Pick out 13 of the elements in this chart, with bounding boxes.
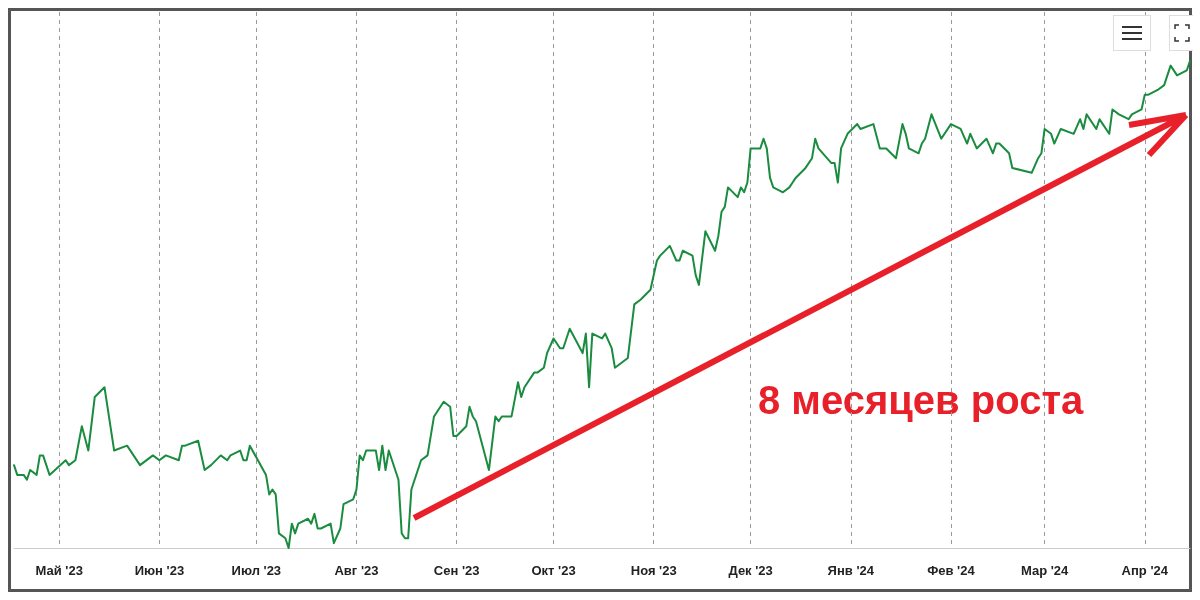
x-tick-label: Май '23 <box>35 563 83 578</box>
x-tick-label: Окт '23 <box>531 563 576 578</box>
x-tick-label: Авг '23 <box>334 563 379 578</box>
x-tick-label: Мар '24 <box>1020 563 1070 578</box>
x-tick-label: Апр '24 <box>1121 563 1169 578</box>
x-tick-label: Ноя '23 <box>630 563 677 578</box>
x-tick-label: Июл '23 <box>231 563 282 578</box>
x-tick-label: Июн '23 <box>134 563 185 578</box>
x-tick-label: Сен '23 <box>433 563 480 578</box>
x-tick-label: Янв '24 <box>827 563 875 578</box>
x-tick-label: Фев '24 <box>927 563 976 578</box>
x-tick-label: Дек '23 <box>728 563 773 578</box>
annotation: 8 месяцев роста <box>758 378 1084 422</box>
